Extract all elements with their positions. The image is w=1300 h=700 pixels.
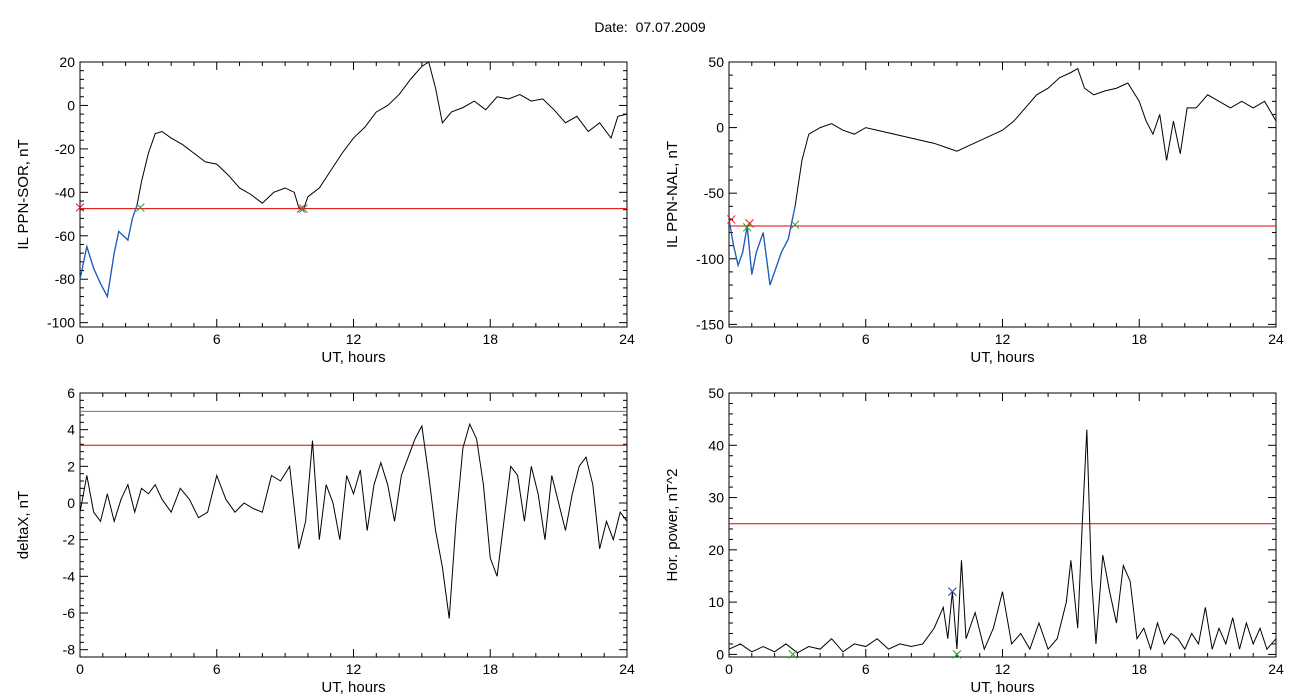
y-tick-label: 0 xyxy=(716,646,724,662)
chart-panel-1: 0 6 12 18 24 20 0 -20 -40 -60 -80 -100 UT, hours IL P… xyxy=(15,54,635,366)
x-tick-label: 0 xyxy=(76,661,84,677)
x-axis-title: UT, hours xyxy=(970,679,1034,696)
y-tick-label: 2 xyxy=(67,458,75,474)
marker-stroke xyxy=(742,222,752,232)
marker-stroke xyxy=(75,203,85,212)
marker-stroke xyxy=(948,587,957,597)
chart-panel-4: 0 6 12 18 24 50 40 30 20 10 0 UT, hours Hor. power, … xyxy=(664,385,1284,696)
y-tick-label: 4 xyxy=(67,422,75,438)
y-tick-label: 10 xyxy=(708,594,724,610)
chart-panel-3: 0 6 12 18 24 6 4 2 0 -2 -4 -6 -8 UT, hours deltaX, nT xyxy=(15,385,635,696)
y-tick-label: 20 xyxy=(59,54,75,70)
x-tick-label: 24 xyxy=(619,331,635,347)
x-tick-label: 6 xyxy=(213,661,221,677)
series-line xyxy=(79,61,628,299)
event-marker xyxy=(75,203,85,212)
marker-stroke xyxy=(726,215,736,224)
y-tick-label: -150 xyxy=(696,316,724,332)
y-tick-label: -20 xyxy=(55,141,75,157)
y-tick-label: -6 xyxy=(63,605,76,621)
y-tick-label: 30 xyxy=(708,490,724,506)
date-value: 07.07.2009 xyxy=(635,19,706,35)
event-marker xyxy=(742,222,752,232)
event-marker xyxy=(136,203,145,212)
page-title: Date: 07.07.2009 xyxy=(0,19,1300,35)
x-tick-label: 12 xyxy=(995,331,1011,347)
date-label: Date: xyxy=(594,19,628,35)
series-line xyxy=(728,67,1277,286)
plot-frame xyxy=(79,392,628,658)
y-axis-title: Hor. power, nT^2 xyxy=(664,469,681,582)
x-tick-label: 18 xyxy=(1131,331,1147,347)
x-axis-title: UT, hours xyxy=(321,679,385,696)
y-tick-label: -80 xyxy=(55,271,75,287)
y-tick-label: -100 xyxy=(47,315,75,331)
series-highlight xyxy=(728,206,796,286)
x-tick-label: 12 xyxy=(346,331,362,347)
y-tick-label: -60 xyxy=(55,228,75,244)
series-line xyxy=(79,422,628,619)
x-axis-title: UT, hours xyxy=(321,349,385,366)
y-tick-label: -8 xyxy=(63,642,76,658)
x-tick-label: 24 xyxy=(1268,331,1284,347)
x-tick-label: 18 xyxy=(1131,661,1147,677)
series-line xyxy=(728,429,1277,654)
y-tick-label: 0 xyxy=(716,120,724,136)
x-tick-label: 0 xyxy=(725,331,733,347)
x-tick-label: 18 xyxy=(482,331,498,347)
event-marker xyxy=(296,204,306,213)
x-axis-title: UT, hours xyxy=(970,349,1034,366)
marker-stroke xyxy=(790,220,800,230)
series-highlight xyxy=(79,205,138,299)
y-tick-label: 40 xyxy=(708,437,724,453)
y-axis-title: IL PPN-SOR, nT xyxy=(15,139,32,249)
y-axis-title: deltaX, nT xyxy=(15,491,32,559)
event-marker xyxy=(952,650,962,659)
x-tick-label: 24 xyxy=(619,661,635,677)
x-tick-label: 12 xyxy=(346,661,362,677)
x-tick-label: 6 xyxy=(862,331,870,347)
event-marker xyxy=(788,650,798,659)
y-tick-label: -2 xyxy=(63,532,76,548)
y-tick-label: -4 xyxy=(63,568,76,584)
x-tick-label: 6 xyxy=(213,331,221,347)
marker-stroke xyxy=(136,203,145,212)
marker-stroke xyxy=(296,204,306,213)
event-marker xyxy=(299,204,308,213)
marker-stroke xyxy=(745,219,754,228)
y-tick-label: 20 xyxy=(708,542,724,558)
plot-frame xyxy=(728,392,1277,658)
event-marker xyxy=(948,587,957,597)
y-tick-label: -40 xyxy=(55,184,75,200)
y-tick-label: 6 xyxy=(67,385,75,401)
plot-frame xyxy=(728,61,1277,328)
y-tick-label: -50 xyxy=(704,185,724,201)
x-tick-label: 6 xyxy=(862,661,870,677)
marker-stroke xyxy=(788,650,798,659)
y-tick-label: -100 xyxy=(696,251,724,267)
x-tick-label: 24 xyxy=(1268,661,1284,677)
y-tick-label: 0 xyxy=(67,495,75,511)
marker-stroke xyxy=(952,650,962,659)
y-tick-label: 50 xyxy=(708,385,724,401)
event-marker xyxy=(726,215,736,224)
event-marker xyxy=(745,219,754,228)
marker-stroke xyxy=(299,204,308,213)
chart-panel-2: 0 6 12 18 24 50 0 -50 -100 -150 UT, hours IL PPN-NA… xyxy=(664,54,1284,366)
x-tick-label: 12 xyxy=(995,661,1011,677)
y-tick-label: 50 xyxy=(708,54,724,70)
x-tick-label: 0 xyxy=(76,331,84,347)
x-tick-label: 0 xyxy=(725,661,733,677)
x-tick-label: 18 xyxy=(482,661,498,677)
event-marker xyxy=(790,220,800,230)
y-tick-label: 0 xyxy=(67,97,75,113)
y-axis-title: IL PPN-NAL, nT xyxy=(664,141,681,248)
